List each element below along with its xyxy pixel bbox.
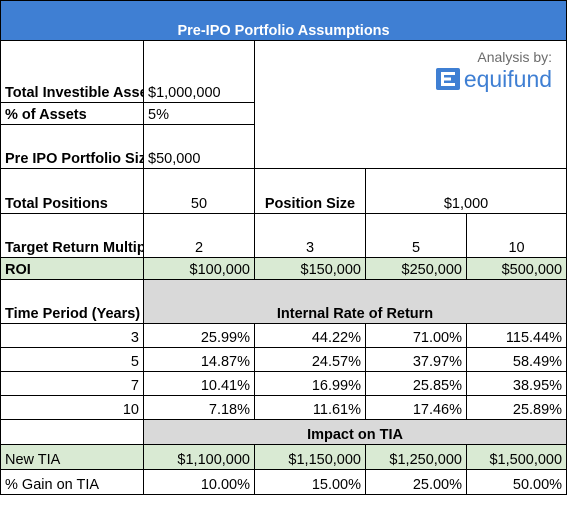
roi-cell[interactable]: $500,000 xyxy=(465,257,568,280)
empty-cell[interactable] xyxy=(0,419,144,445)
irr-cell[interactable]: 25.89% xyxy=(465,395,568,420)
irr-section-header[interactable]: Internal Rate of Return xyxy=(142,279,568,324)
tia-value[interactable]: $1,000,000 xyxy=(143,40,255,103)
irr-cell[interactable]: 10.41% xyxy=(143,371,255,396)
irr-cell[interactable]: 44.22% xyxy=(254,323,366,348)
gain-cell[interactable]: 50.00% xyxy=(465,469,568,495)
target-return-row: Target Return Multiple 2 3 5 10 xyxy=(0,213,568,258)
gain-row: % Gain on TIA 10.00% 15.00% 25.00% 50.00… xyxy=(0,469,568,495)
pct-assets-label[interactable]: % of Assets xyxy=(0,102,144,125)
time-period-row: Time Period (Years) Internal Rate of Ret… xyxy=(0,279,568,324)
irr-cell[interactable]: 16.99% xyxy=(254,371,366,396)
gain-cell[interactable]: 25.00% xyxy=(365,469,467,495)
roi-label[interactable]: ROI xyxy=(0,257,144,280)
brand-name: equifund xyxy=(463,66,553,92)
portfolio-size-row: Pre IPO Portfolio Size $50,000 xyxy=(0,124,567,169)
new-tia-cell[interactable]: $1,500,000 xyxy=(465,444,568,470)
irr-years[interactable]: 10 xyxy=(0,395,144,420)
irr-cell[interactable]: 14.87% xyxy=(143,347,255,372)
gain-label[interactable]: % Gain on TIA xyxy=(0,469,144,495)
multiple-cell[interactable]: 3 xyxy=(254,213,366,258)
target-return-label[interactable]: Target Return Multiple xyxy=(0,213,144,258)
irr-row: 7 10.41% 16.99% 25.85% 38.95% xyxy=(0,371,568,396)
equifund-logo-icon xyxy=(435,68,460,90)
total-positions-label[interactable]: Total Positions xyxy=(0,168,144,214)
new-tia-cell[interactable]: $1,150,000 xyxy=(254,444,366,470)
sheet-title: Pre-IPO Portfolio Assumptions xyxy=(0,0,568,41)
portfolio-size-value[interactable]: $50,000 xyxy=(143,124,255,169)
position-size-label[interactable]: Position Size xyxy=(254,168,366,214)
irr-cell[interactable]: 71.00% xyxy=(365,323,467,348)
positions-row: Total Positions 50 Position Size $1,000 xyxy=(0,168,568,214)
multiple-cell[interactable]: 5 xyxy=(365,213,467,258)
irr-years[interactable]: 3 xyxy=(0,323,144,348)
total-positions-value[interactable]: 50 xyxy=(143,168,255,214)
tia-row: Total Investible Assets (TIA) $1,000,000… xyxy=(0,40,568,169)
new-tia-cell[interactable]: $1,100,000 xyxy=(143,444,255,470)
roi-cell[interactable]: $100,000 xyxy=(143,257,255,280)
irr-row: 3 25.99% 44.22% 71.00% 115.44% xyxy=(0,323,568,348)
tia-label[interactable]: Total Investible Assets (TIA) xyxy=(0,40,144,103)
roi-cell[interactable]: $250,000 xyxy=(365,257,467,280)
time-period-label[interactable]: Time Period (Years) xyxy=(0,279,144,324)
pct-assets-value[interactable]: 5% xyxy=(143,102,255,125)
assumptions-table: Pre-IPO Portfolio Assumptions Total Inve… xyxy=(0,0,568,495)
irr-cell[interactable]: 58.49% xyxy=(465,347,568,372)
gain-cell[interactable]: 15.00% xyxy=(254,469,366,495)
irr-cell[interactable]: 37.97% xyxy=(365,347,467,372)
impact-header-row: Impact on TIA xyxy=(0,419,568,445)
portfolio-size-label[interactable]: Pre IPO Portfolio Size xyxy=(0,124,144,169)
irr-cell[interactable]: 115.44% xyxy=(465,323,568,348)
irr-cell[interactable]: 38.95% xyxy=(465,371,568,396)
new-tia-label[interactable]: New TIA xyxy=(0,444,144,470)
roi-cell[interactable]: $150,000 xyxy=(254,257,366,280)
irr-cell[interactable]: 25.99% xyxy=(143,323,255,348)
irr-cell[interactable]: 11.61% xyxy=(254,395,366,420)
multiple-cell[interactable]: 2 xyxy=(143,213,255,258)
irr-cell[interactable]: 24.57% xyxy=(254,347,366,372)
pct-assets-row: % of Assets 5% xyxy=(0,102,567,125)
new-tia-cell[interactable]: $1,250,000 xyxy=(365,444,467,470)
irr-cell[interactable]: 7.18% xyxy=(143,395,255,420)
impact-section-header[interactable]: Impact on TIA xyxy=(142,419,568,445)
new-tia-row: New TIA $1,100,000 $1,150,000 $1,250,000… xyxy=(0,444,568,470)
irr-row: 10 7.18% 11.61% 17.46% 25.89% xyxy=(0,395,568,420)
roi-row: ROI $100,000 $150,000 $250,000 $500,000 xyxy=(0,257,568,280)
irr-cell[interactable]: 25.85% xyxy=(365,371,467,396)
irr-cell[interactable]: 17.46% xyxy=(365,395,467,420)
position-size-value[interactable]: $1,000 xyxy=(364,168,568,214)
irr-row: 5 14.87% 24.57% 37.97% 58.49% xyxy=(0,347,568,372)
irr-years[interactable]: 7 xyxy=(0,371,144,396)
title-row: Pre-IPO Portfolio Assumptions xyxy=(0,0,568,41)
branding-area: Analysis by: equifund xyxy=(253,40,568,169)
irr-years[interactable]: 5 xyxy=(0,347,144,372)
multiple-cell[interactable]: 10 xyxy=(465,213,568,258)
analysis-by-label: Analysis by: xyxy=(477,49,553,65)
gain-cell[interactable]: 10.00% xyxy=(143,469,255,495)
equifund-logo: equifund xyxy=(435,66,553,92)
